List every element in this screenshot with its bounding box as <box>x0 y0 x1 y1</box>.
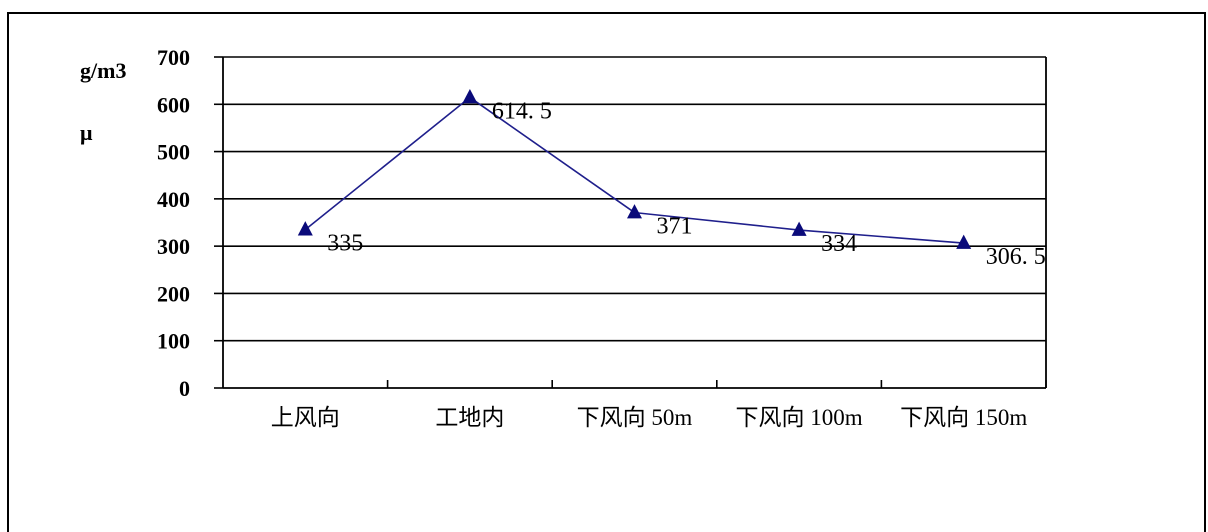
y-tick-label-300: 300 <box>157 234 190 259</box>
y-tick-label-700: 700 <box>157 45 190 70</box>
y-unit-mu-label: μ <box>80 120 93 145</box>
data-label-5: 306. 5 <box>986 244 1046 270</box>
x-tick-label-4: 下风向 100m <box>736 405 863 430</box>
data-point-5 <box>956 234 972 249</box>
x-tick-label-2: 工地内 <box>435 405 504 430</box>
data-point-2 <box>462 88 478 104</box>
data-point-4 <box>791 221 807 236</box>
y-tick-label-500: 500 <box>157 140 190 165</box>
data-labels: 335 614. 5 371 334 306. 5 <box>327 98 1045 270</box>
series-line-path <box>304 96 964 244</box>
grid-lines <box>223 56 1046 342</box>
data-label-3: 371 <box>657 214 693 240</box>
y-unit-label: g/m3 <box>80 58 126 83</box>
y-tick-label-100: 100 <box>157 329 190 354</box>
data-point-1 <box>297 221 313 236</box>
data-label-1: 335 <box>327 231 363 257</box>
axes <box>214 56 1047 389</box>
data-point-3 <box>627 204 642 219</box>
y-tick-label-200: 200 <box>157 281 190 306</box>
y-tick-label-600: 600 <box>157 92 190 117</box>
chart-frame <box>7 12 1206 532</box>
x-tick-label-1: 上风向 <box>271 405 340 430</box>
series-line <box>304 96 964 244</box>
y-tick-label-400: 400 <box>157 187 190 212</box>
x-tick-label-3: 下风向 50m <box>577 405 693 430</box>
data-label-4: 334 <box>821 231 857 257</box>
y-tick-labels: 0 100 200 300 400 500 600 700 <box>157 45 190 401</box>
x-tick-label-5: 下风向 150m <box>900 405 1027 430</box>
x-tick-labels: 上风向 工地内 下风向 50m 下风向 100m 下风向 150m <box>271 405 1028 430</box>
data-label-2: 614. 5 <box>492 98 552 124</box>
y-tick-label-0: 0 <box>179 376 190 401</box>
series-markers <box>297 88 972 249</box>
